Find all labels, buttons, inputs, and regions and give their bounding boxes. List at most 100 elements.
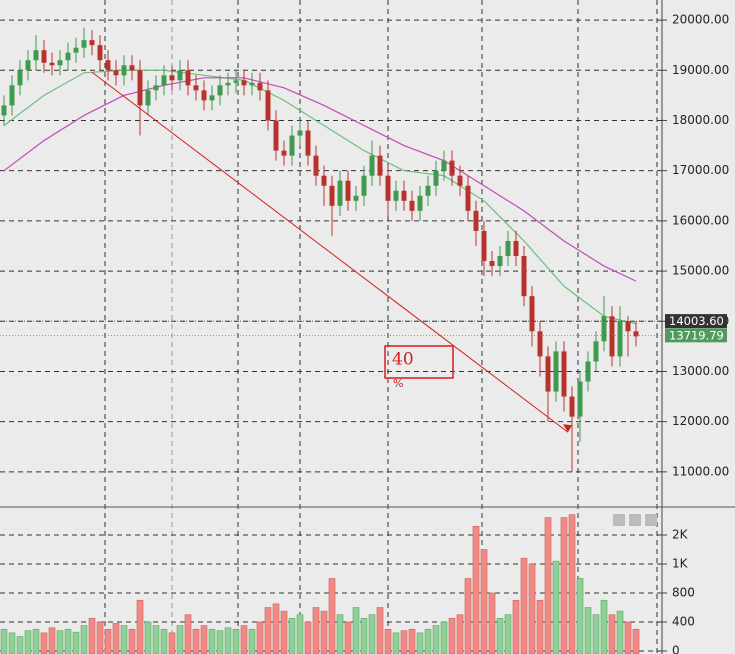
candle-body xyxy=(145,90,151,106)
volume-bar xyxy=(184,614,192,654)
candle-body xyxy=(401,190,407,201)
volume-bar xyxy=(104,628,112,654)
volume-bar xyxy=(440,621,448,654)
candle-body xyxy=(65,52,71,61)
candle-body xyxy=(33,50,39,61)
volume-bar xyxy=(168,632,176,654)
candle-body xyxy=(393,190,399,201)
annotation-unit: % xyxy=(393,377,403,390)
panel-buttons xyxy=(613,514,657,526)
volume-bar xyxy=(592,614,600,654)
volume-bar xyxy=(416,632,424,654)
volume-bar xyxy=(96,621,104,654)
candle-body xyxy=(513,240,519,257)
candle-body xyxy=(129,65,135,71)
volume-bar xyxy=(576,578,584,654)
candle-body xyxy=(185,70,191,86)
candle-body xyxy=(81,40,87,48)
volume-bar xyxy=(560,517,568,654)
vertical-grid xyxy=(104,0,658,654)
y-tick-label: 17000.00 xyxy=(672,163,729,177)
volume-bar xyxy=(80,625,88,654)
y-tick-label: 11000.00 xyxy=(672,464,729,478)
volume-bar xyxy=(392,632,400,654)
candle-body xyxy=(481,230,487,262)
candle-body xyxy=(265,90,271,121)
volume-bar xyxy=(288,618,296,654)
volume-bar xyxy=(368,614,376,654)
candle-body xyxy=(505,240,511,257)
candle-body xyxy=(441,160,447,171)
candle-body xyxy=(225,82,231,86)
volume-bar xyxy=(616,610,624,654)
candle-body xyxy=(593,341,599,362)
volume-bar xyxy=(520,557,528,654)
volume-bar xyxy=(8,632,16,654)
volume-bar xyxy=(496,618,504,654)
volume-bar xyxy=(40,632,48,654)
button[interactable] xyxy=(645,514,657,526)
candle-body xyxy=(617,321,623,357)
button[interactable] xyxy=(629,514,641,526)
candle-body xyxy=(297,130,303,136)
annotation-text: 40 xyxy=(392,350,414,370)
volume-bar xyxy=(128,628,136,654)
candle-body xyxy=(9,85,15,106)
candle-body xyxy=(449,160,455,176)
volume-bar xyxy=(64,628,72,654)
candle-body xyxy=(153,85,159,91)
candle-body xyxy=(137,70,143,106)
volume-bar xyxy=(624,621,632,654)
volume-tick-label: 1K xyxy=(672,557,689,571)
y-tick-label: 15000.00 xyxy=(672,264,729,278)
candle-body xyxy=(201,90,207,101)
volume-bar xyxy=(224,627,232,654)
candle-body xyxy=(537,331,543,357)
candle-body xyxy=(377,155,383,176)
volume-bar xyxy=(608,614,616,654)
moving-average xyxy=(3,69,637,325)
price-tag xyxy=(665,314,727,329)
volume-bar xyxy=(0,628,8,654)
volume-bar xyxy=(192,628,200,654)
candle-body xyxy=(417,195,423,211)
candle-body xyxy=(337,180,343,206)
candle-body xyxy=(409,200,415,211)
volume-bar xyxy=(456,614,464,654)
candle-body xyxy=(369,155,375,176)
candle-body xyxy=(609,316,615,357)
volume-tick-label: 400 xyxy=(672,615,695,629)
volume-bar xyxy=(208,628,216,654)
volume-bar xyxy=(320,610,328,654)
candle-body xyxy=(17,70,23,86)
candle-body xyxy=(73,47,79,53)
candle-body xyxy=(529,296,535,332)
candle-body xyxy=(577,381,583,417)
button[interactable] xyxy=(613,514,625,526)
y-tick-label: 16000.00 xyxy=(672,213,729,227)
candle-body xyxy=(569,396,575,417)
y-tick-label: 20000.00 xyxy=(672,13,729,27)
price-tag-label: 13719.79 xyxy=(669,328,724,342)
volume-bar xyxy=(408,628,416,654)
volume-bar xyxy=(48,627,56,654)
candle-body xyxy=(169,75,175,81)
candle-body xyxy=(457,175,463,186)
candle-body xyxy=(489,261,495,267)
candle-body xyxy=(561,351,567,397)
y-tick-label: 18000.00 xyxy=(672,113,729,127)
volume-bar xyxy=(112,623,120,654)
volume-bar xyxy=(632,628,640,654)
volume-bar xyxy=(528,563,536,654)
candle-body xyxy=(321,175,327,186)
candle-body xyxy=(57,60,63,66)
volume-bar xyxy=(536,599,544,654)
candle-body xyxy=(545,356,551,392)
volume-bar xyxy=(216,630,224,654)
volume-bar xyxy=(144,621,152,654)
candle-body xyxy=(361,175,367,196)
volume-bar xyxy=(480,549,488,654)
volume-bar xyxy=(296,614,304,654)
volume-bar xyxy=(600,599,608,654)
volume-bar xyxy=(176,625,184,654)
